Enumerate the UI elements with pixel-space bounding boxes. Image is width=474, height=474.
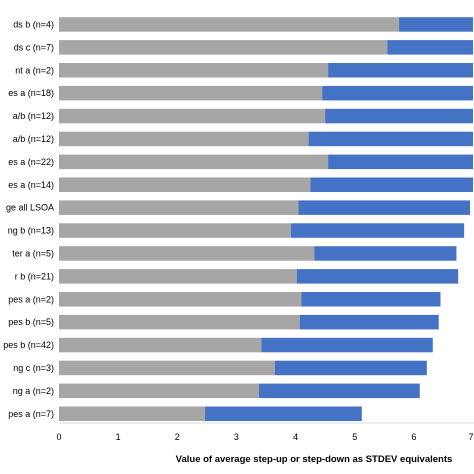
bar-segment-2-row-13	[301, 292, 441, 307]
bar-segment-2-row-4	[322, 85, 473, 101]
bar-segment-1-row-10	[59, 223, 291, 238]
category-label: ng c (n=3)	[13, 363, 54, 373]
category-label: ter a (n=5)	[12, 248, 54, 258]
bar-segment-1-row-1	[59, 17, 400, 32]
bar-segment-1-row-2	[59, 40, 388, 55]
bar-segment-2-row-6	[308, 131, 473, 147]
bar-segment-1-row-9	[59, 200, 299, 215]
category-label: pes a (n=7)	[8, 409, 54, 419]
bar-segment-1-row-11	[59, 246, 315, 261]
category-label: ng a (n=2)	[13, 386, 54, 396]
category-label: a/b (n=12)	[13, 111, 54, 121]
bar-segment-1-row-15	[59, 337, 262, 353]
category-label: ge all LSOA	[6, 203, 54, 213]
category-label: es a (n=18)	[8, 88, 54, 98]
x-tick-label: 6	[411, 432, 416, 442]
category-label: r b (n=21)	[15, 271, 54, 281]
bar-segment-2-row-15	[261, 337, 433, 353]
category-labels: ds b (n=4) ds c (n=7) nt a (n=2) es a (n=18…	[3, 19, 54, 418]
bar-segment-1-row-12	[59, 269, 297, 284]
bar-segment-2-row-5	[325, 108, 473, 124]
category-label: pes b (n=5)	[8, 317, 54, 327]
bar-segment-2-row-3	[328, 63, 473, 78]
x-tick-label: 0	[56, 432, 61, 442]
bar-segment-1-row-6	[59, 131, 309, 147]
bar-segment-1-row-4	[59, 85, 323, 101]
bar-segment-2-row-9	[298, 200, 471, 215]
bars-layer	[59, 17, 473, 421]
bar-segment-2-row-11	[314, 246, 457, 261]
bar-segment-1-row-13	[59, 292, 302, 307]
x-tick-label: 1	[116, 432, 121, 442]
bar-segment-1-row-17	[59, 383, 259, 399]
category-label: ds c (n=7)	[14, 42, 54, 52]
x-axis-title: Value of average step-up or step-down as…	[176, 454, 453, 465]
category-label: es a (n=14)	[8, 180, 54, 190]
bar-segment-2-row-7	[328, 154, 473, 170]
category-label: pes a (n=2)	[8, 294, 54, 304]
bar-segment-1-row-14	[59, 314, 300, 330]
bar-segment-1-row-3	[59, 63, 329, 78]
bar-segment-2-row-12	[296, 269, 459, 284]
category-label: ds b (n=4)	[13, 19, 54, 29]
bar-segment-2-row-14	[299, 314, 439, 330]
x-tick-label: 2	[175, 432, 180, 442]
x-tick-label: 7	[468, 432, 473, 442]
bar-segment-2-row-8	[310, 177, 473, 192]
x-tick-label: 5	[352, 432, 357, 442]
bar-segment-2-row-18	[205, 406, 362, 421]
category-label: pes b (n=42)	[3, 340, 54, 350]
bar-segment-2-row-17	[258, 383, 420, 399]
x-tick-labels: 0 1 2 3 4 5 6 7	[56, 432, 473, 442]
bar-segment-1-row-18	[59, 406, 206, 421]
x-tick-label: 4	[293, 432, 298, 442]
bar-segment-2-row-10	[290, 223, 465, 238]
bar-segment-1-row-5	[59, 108, 326, 124]
bar-segment-1-row-7	[59, 154, 329, 170]
bar-segment-2-row-2	[387, 40, 473, 55]
x-tick-label: 3	[234, 432, 239, 442]
category-label: es a (n=22)	[8, 157, 54, 167]
category-label: ng b (n=13)	[8, 226, 54, 236]
category-label: nt a (n=2)	[15, 65, 54, 75]
bar-segment-1-row-8	[59, 177, 311, 192]
bar-segment-2-row-1	[399, 17, 473, 32]
category-label: a/b (n=12)	[13, 134, 54, 144]
bar-segment-2-row-16	[274, 360, 427, 376]
bar-segment-1-row-16	[59, 360, 275, 376]
